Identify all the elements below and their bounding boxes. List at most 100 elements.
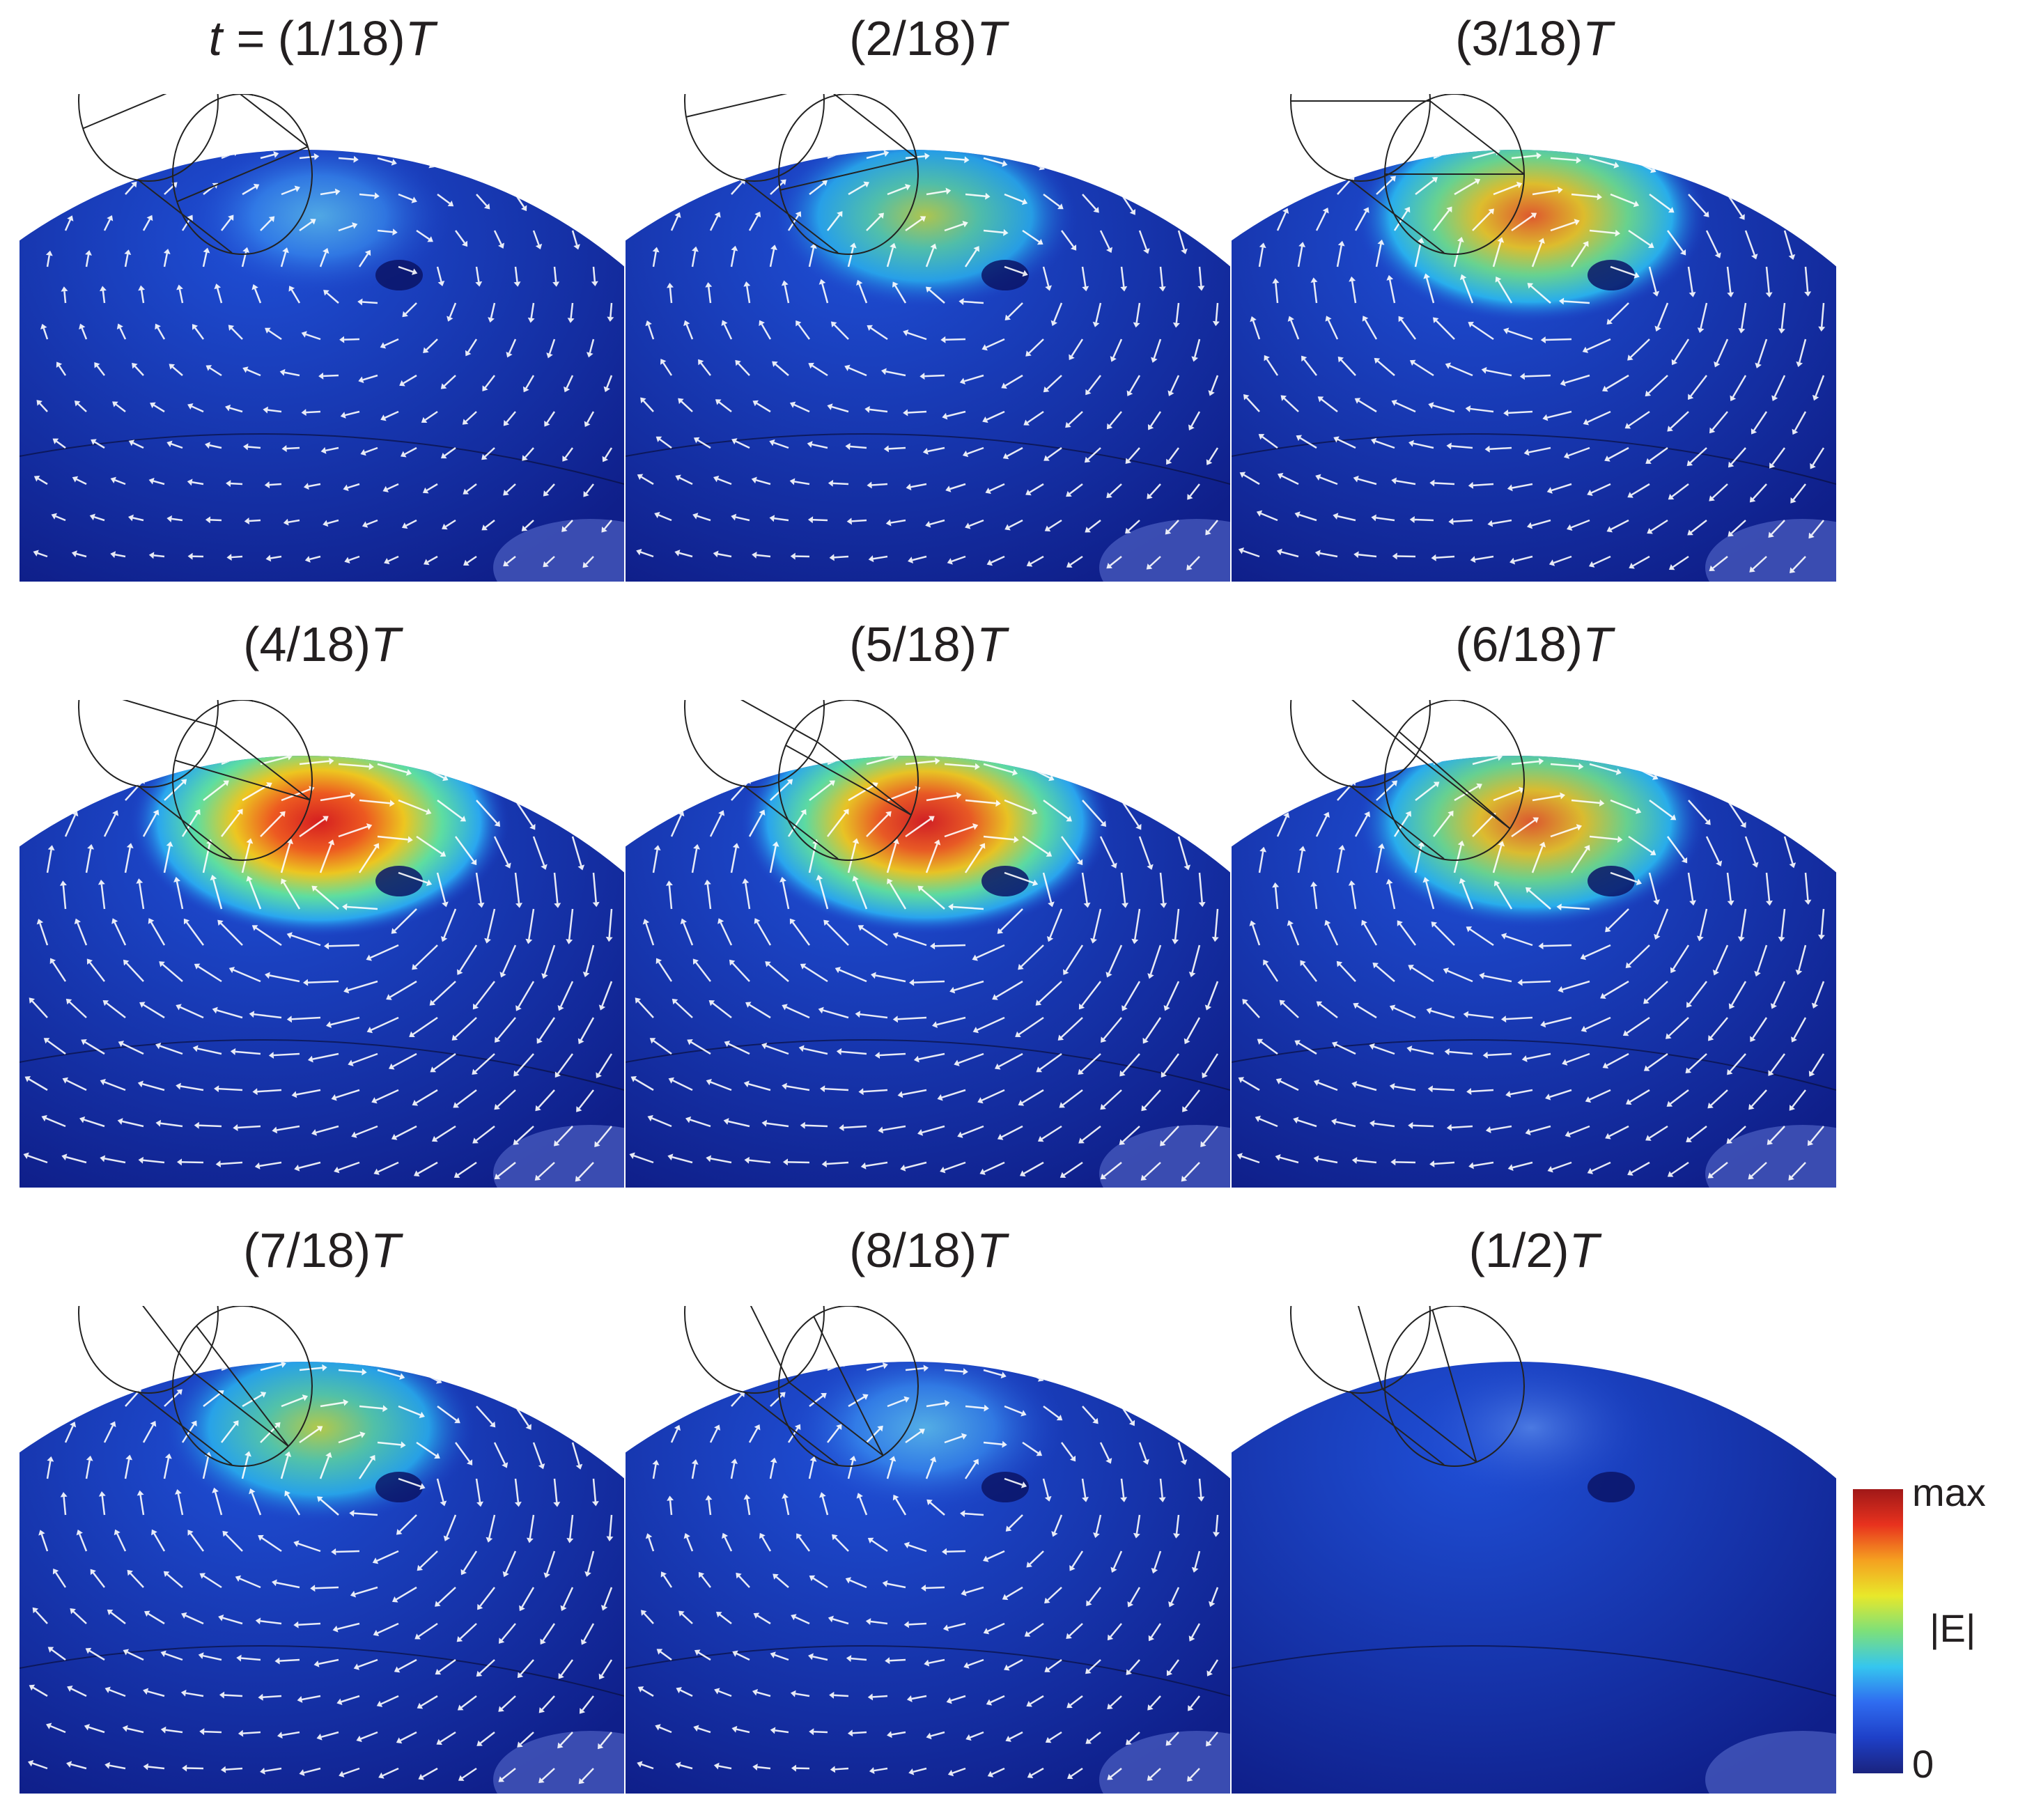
field-arrow <box>1351 281 1357 304</box>
field-arrowhead <box>1751 428 1757 435</box>
field-arrow <box>986 338 1005 348</box>
field-arrow <box>142 219 151 231</box>
field-arrow <box>672 1156 693 1164</box>
field-arrow <box>848 723 874 728</box>
field-arrowhead <box>752 400 759 407</box>
field-arrowhead <box>807 441 813 448</box>
field-arrowhead <box>491 1344 497 1349</box>
field-arrow <box>186 921 205 946</box>
field-arrow <box>362 301 378 304</box>
field-hotspot <box>187 150 451 297</box>
field-arrow <box>1589 1089 1611 1100</box>
field-arrow <box>1149 944 1162 975</box>
field-arrowhead <box>302 1394 309 1401</box>
field-hotspot <box>785 1362 1065 1513</box>
field-arrow <box>1820 908 1825 935</box>
field-arrow <box>1376 114 1395 122</box>
field-arrowhead <box>790 552 795 560</box>
field-arrowhead <box>598 130 603 136</box>
field-arrowhead <box>602 456 609 462</box>
field-arrowhead <box>1788 1174 1794 1181</box>
field-arrow <box>633 1155 654 1164</box>
field-arrowhead <box>640 397 646 404</box>
field-arrowhead <box>228 966 235 974</box>
field-arrow <box>182 151 194 160</box>
field-arrow <box>1562 980 1590 990</box>
field-arrow <box>847 247 855 267</box>
field-arrow <box>1393 210 1408 231</box>
field-arrowhead <box>72 476 79 483</box>
field-arrow <box>1335 1043 1356 1055</box>
field-arrowhead <box>844 364 851 371</box>
field-arrowhead <box>913 1055 919 1063</box>
field-arrowhead <box>402 311 408 318</box>
field-arrow <box>692 181 703 195</box>
field-arrowhead <box>1160 903 1167 908</box>
field-arrow <box>203 1654 222 1661</box>
latitude-line <box>20 1645 624 1697</box>
field-arrow <box>52 961 67 982</box>
field-arrow <box>961 1125 984 1136</box>
field-arrowhead <box>786 779 793 785</box>
field-arrowhead <box>564 386 571 393</box>
field-arrow <box>1550 221 1576 232</box>
field-arrow <box>775 364 789 376</box>
coil-end-front <box>778 94 919 255</box>
field-arrowhead <box>1602 1062 1609 1069</box>
field-arrowhead <box>323 520 329 527</box>
field-arrow <box>1060 1442 1073 1459</box>
field-arrow <box>502 944 517 974</box>
field-arrow <box>894 285 907 304</box>
field-arrowhead <box>743 1080 750 1088</box>
field-arrowhead <box>1057 1339 1063 1346</box>
field-arrow <box>1190 1695 1200 1708</box>
field-arrow <box>1174 908 1180 940</box>
field-arrowhead <box>1165 1740 1172 1746</box>
field-arrowhead <box>1686 1136 1692 1143</box>
field-arrowhead <box>856 1493 863 1499</box>
field-arrowhead <box>1036 1450 1043 1456</box>
field-arrowhead <box>1105 247 1112 254</box>
title-suffix: T <box>1583 11 1613 65</box>
field-arrowhead <box>1004 524 1011 531</box>
field-arrow <box>1043 1405 1060 1419</box>
field-arrowhead <box>1751 254 1758 260</box>
field-arrowhead <box>867 1537 874 1544</box>
field-arrowhead <box>1331 1041 1338 1048</box>
field-arrowhead <box>972 954 978 961</box>
field-arrow <box>895 1498 907 1516</box>
field-arrow <box>110 1612 126 1624</box>
field-arrowhead <box>429 1000 436 1006</box>
field-arrowhead <box>1474 178 1481 185</box>
field-arrow <box>1688 1053 1707 1071</box>
field-arrowhead <box>1409 359 1416 366</box>
field-arrow <box>143 1004 165 1019</box>
field-arrowhead <box>494 1173 501 1180</box>
field-arrowhead <box>1576 157 1582 164</box>
field-arrow <box>437 1587 456 1604</box>
field-arrow <box>86 781 102 801</box>
field-arrow <box>1610 193 1636 205</box>
field-arrowhead <box>1479 972 1485 979</box>
field-arrow <box>261 1537 282 1553</box>
field-arrowhead <box>1127 1601 1134 1608</box>
field-arrow <box>148 1612 165 1625</box>
field-arrowhead <box>117 1118 123 1125</box>
field-arrowhead <box>56 361 63 368</box>
field-arrowhead <box>948 903 954 910</box>
field-arrow <box>571 230 578 246</box>
field-arrow <box>717 553 732 558</box>
field-arrowhead <box>667 1153 674 1161</box>
field-arrow <box>1082 1334 1096 1344</box>
field-arrow <box>692 716 712 728</box>
field-arrow <box>400 1731 417 1741</box>
field-arrow <box>323 374 339 378</box>
field-arrowhead <box>323 290 329 296</box>
field-arrow <box>191 405 204 413</box>
field-arrow <box>476 800 498 824</box>
field-arrowhead <box>59 1321 65 1327</box>
field-arrow <box>1610 122 1633 131</box>
field-arrowhead <box>581 1385 587 1392</box>
field-arrow <box>437 122 449 129</box>
field-arrow <box>596 1126 612 1144</box>
